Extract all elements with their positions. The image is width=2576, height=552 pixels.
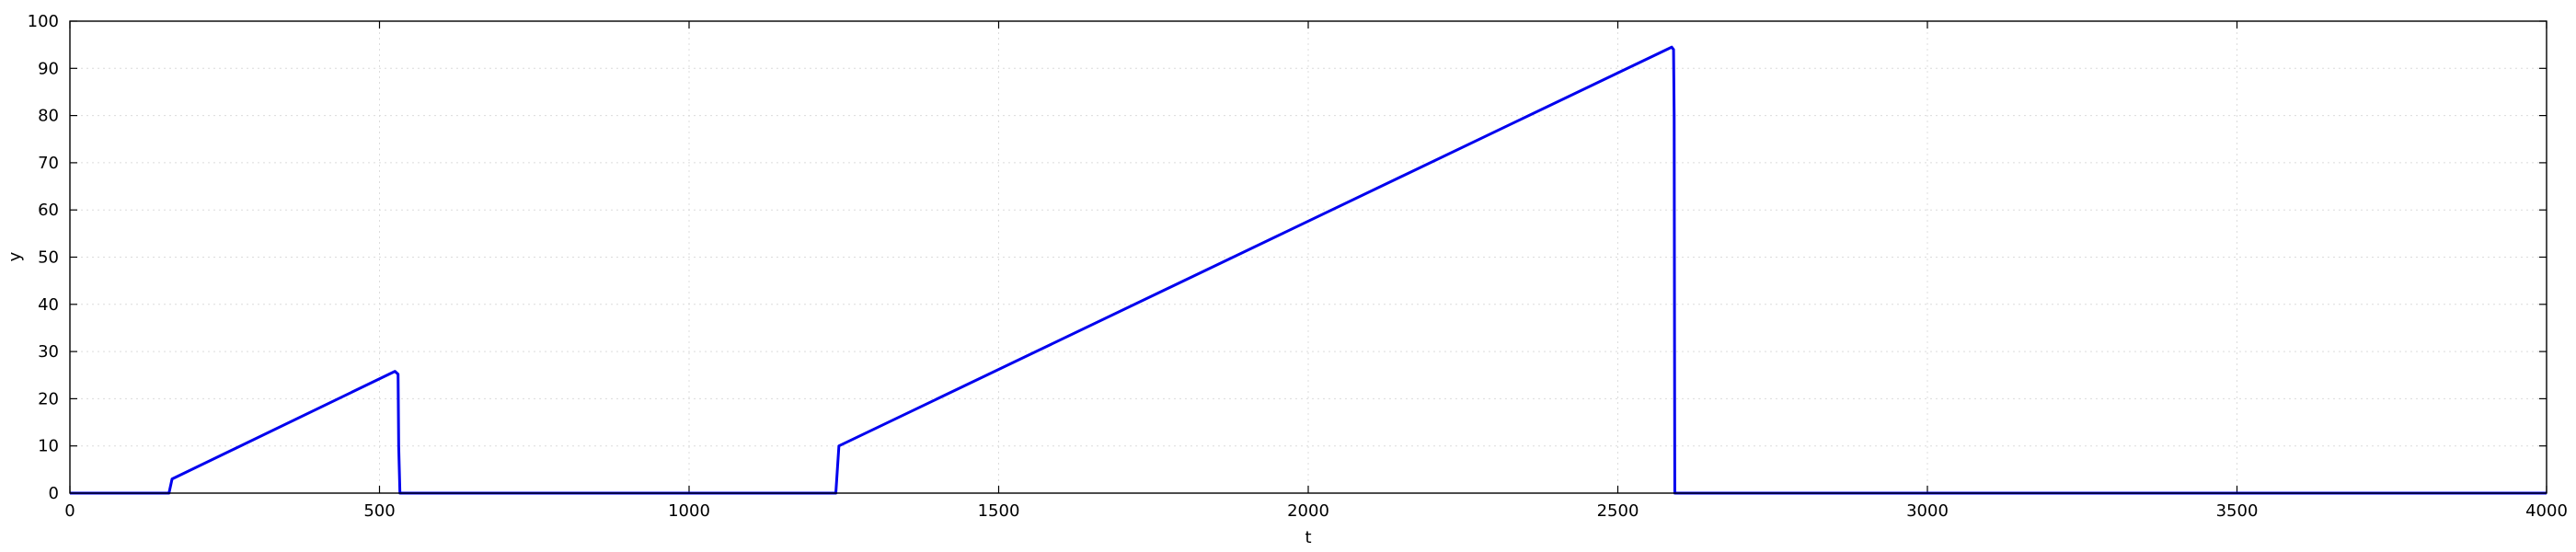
x-tick-label: 1500 xyxy=(978,501,1020,521)
x-tick-label: 500 xyxy=(363,501,395,521)
tick-labels: 0 500 1000 1500 2000 2500 3000 3500 4000 0 10 20 30 4… xyxy=(28,12,2568,521)
y-axis-label: y xyxy=(6,251,25,261)
x-axis-label: t xyxy=(1305,528,1311,547)
y-tick-label: 10 xyxy=(38,437,59,456)
x-tick-label: 2500 xyxy=(1597,501,1639,521)
y-tick-label: 90 xyxy=(38,59,59,78)
x-tick-label: 1000 xyxy=(668,501,710,521)
y-tick-label: 70 xyxy=(38,154,59,173)
x-tick-label: 0 xyxy=(64,501,75,521)
y-tick-label: 0 xyxy=(49,484,59,503)
grid-lines xyxy=(70,21,2547,493)
y-tick-label: 40 xyxy=(38,295,59,315)
x-tick-label: 3000 xyxy=(1906,501,1949,521)
y-tick-label: 50 xyxy=(38,248,59,268)
y-tick-label: 80 xyxy=(38,107,59,126)
y-tick-label: 20 xyxy=(38,389,59,408)
x-tick-label: 2000 xyxy=(1287,501,1329,521)
x-tick-label: 4000 xyxy=(2525,501,2568,521)
plot-frame xyxy=(69,20,2547,494)
y-tick-label: 60 xyxy=(38,201,59,220)
x-tick-label: 3500 xyxy=(2216,501,2259,521)
y-tick-label: 30 xyxy=(38,342,59,362)
y-tick-label: 100 xyxy=(28,12,59,31)
